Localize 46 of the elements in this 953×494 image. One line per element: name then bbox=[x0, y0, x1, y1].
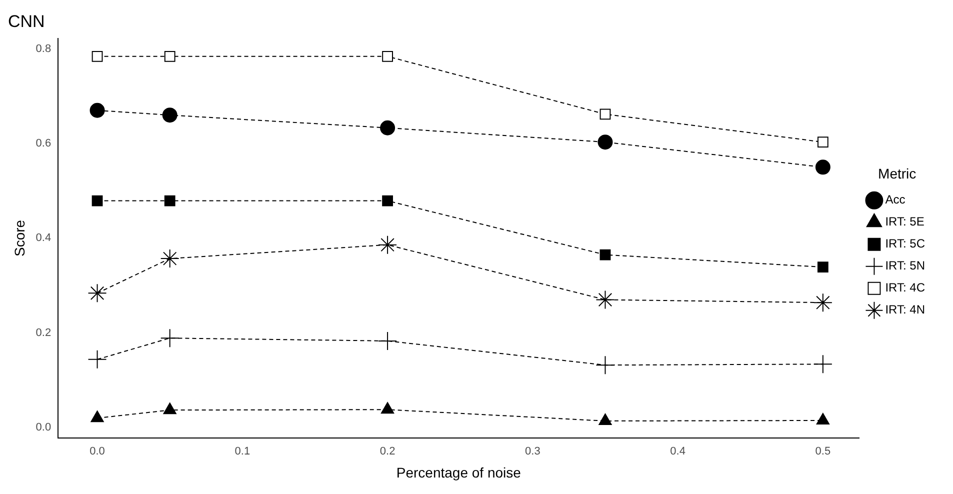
point bbox=[380, 402, 394, 414]
legend-label: Acc bbox=[885, 192, 906, 207]
y-tick-label: 0.0 bbox=[36, 422, 52, 434]
y-tick-label: 0.4 bbox=[36, 232, 52, 244]
x-tick-label: 0.5 bbox=[815, 446, 831, 458]
x-tick-label: 0.4 bbox=[670, 446, 686, 458]
x-tick-label: 0.3 bbox=[525, 446, 540, 458]
legend-label: IRT: 5N bbox=[885, 258, 926, 273]
point bbox=[160, 249, 180, 268]
point bbox=[382, 195, 393, 206]
y-axis-title: Score bbox=[11, 220, 28, 256]
point bbox=[817, 136, 828, 148]
x-tick-label: 0.1 bbox=[234, 446, 250, 458]
point bbox=[380, 120, 396, 136]
point bbox=[382, 50, 393, 62]
legend-label: IRT: 5E bbox=[885, 214, 924, 229]
point bbox=[815, 160, 830, 175]
point bbox=[90, 102, 105, 118]
point bbox=[92, 50, 103, 62]
point bbox=[816, 412, 830, 424]
legend-label: IRT: 4C bbox=[885, 280, 926, 295]
point bbox=[598, 413, 612, 425]
point bbox=[813, 293, 832, 312]
x-axis-title: Percentage of noise bbox=[396, 464, 522, 480]
point bbox=[378, 235, 398, 254]
point bbox=[164, 195, 176, 206]
point bbox=[598, 134, 613, 150]
point bbox=[90, 410, 104, 422]
point bbox=[600, 249, 611, 260]
point bbox=[162, 108, 178, 123]
legend-title: Metric bbox=[878, 165, 916, 182]
point bbox=[163, 402, 176, 414]
point bbox=[600, 108, 611, 120]
y-tick-label: 0.8 bbox=[36, 42, 52, 55]
point bbox=[92, 195, 103, 206]
legend-label: IRT: 4N bbox=[885, 302, 926, 317]
chart-title: CNN bbox=[8, 12, 45, 31]
y-tick-label: 0.2 bbox=[36, 326, 52, 339]
x-tick-label: 0.0 bbox=[90, 446, 105, 458]
point bbox=[817, 262, 828, 273]
x-tick-label: 0.2 bbox=[380, 446, 396, 458]
point bbox=[88, 284, 107, 303]
point bbox=[164, 50, 176, 62]
y-tick-label: 0.6 bbox=[36, 138, 52, 150]
point bbox=[596, 290, 615, 310]
legend-label: IRT: 5C bbox=[885, 236, 926, 251]
